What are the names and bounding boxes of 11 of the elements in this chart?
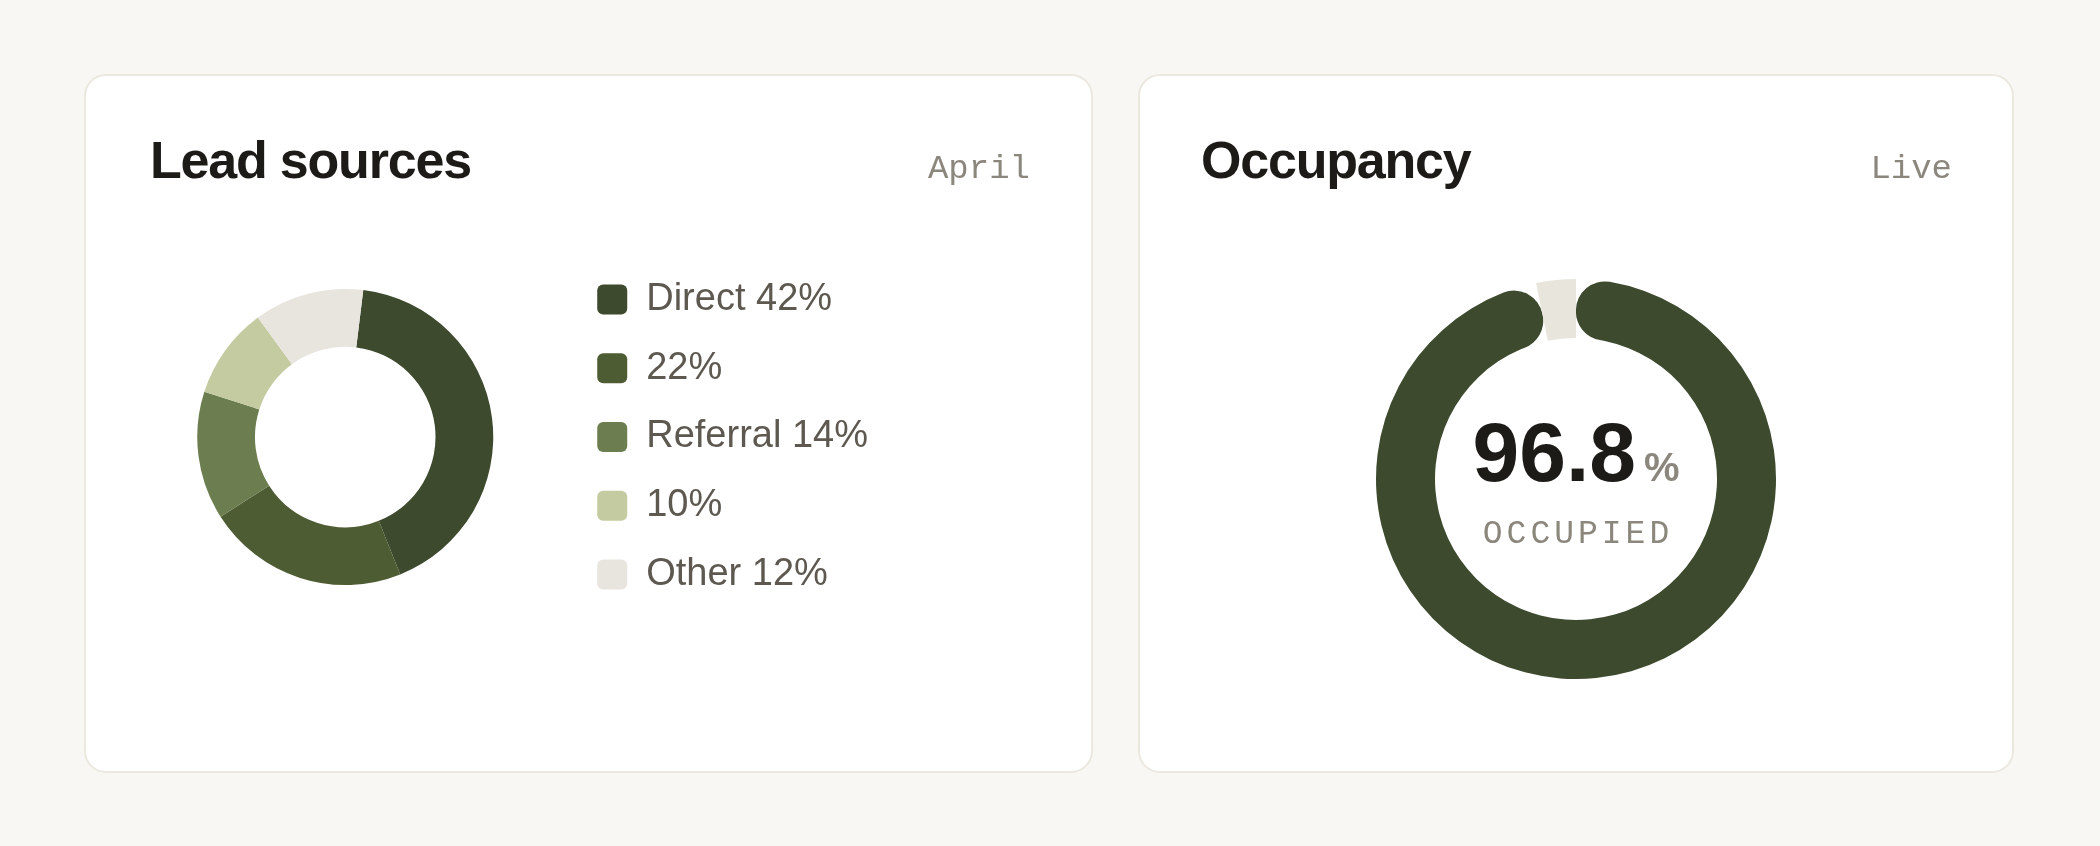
legend-label: Other 12% (646, 550, 828, 593)
legend-label: 10% (646, 482, 723, 525)
legend-label: 22% (646, 344, 723, 387)
data-label: 96.8% (1472, 405, 1680, 499)
legend-label: Referral 14% (646, 413, 868, 456)
chart-title: Occupancy (1201, 131, 1471, 189)
legend-label: Direct 42% (646, 275, 833, 318)
chart-title: Lead sources (150, 131, 471, 189)
slice-label: OCCUPIED (1482, 516, 1674, 553)
text: April (927, 150, 1030, 188)
text: Live (1870, 150, 1952, 188)
